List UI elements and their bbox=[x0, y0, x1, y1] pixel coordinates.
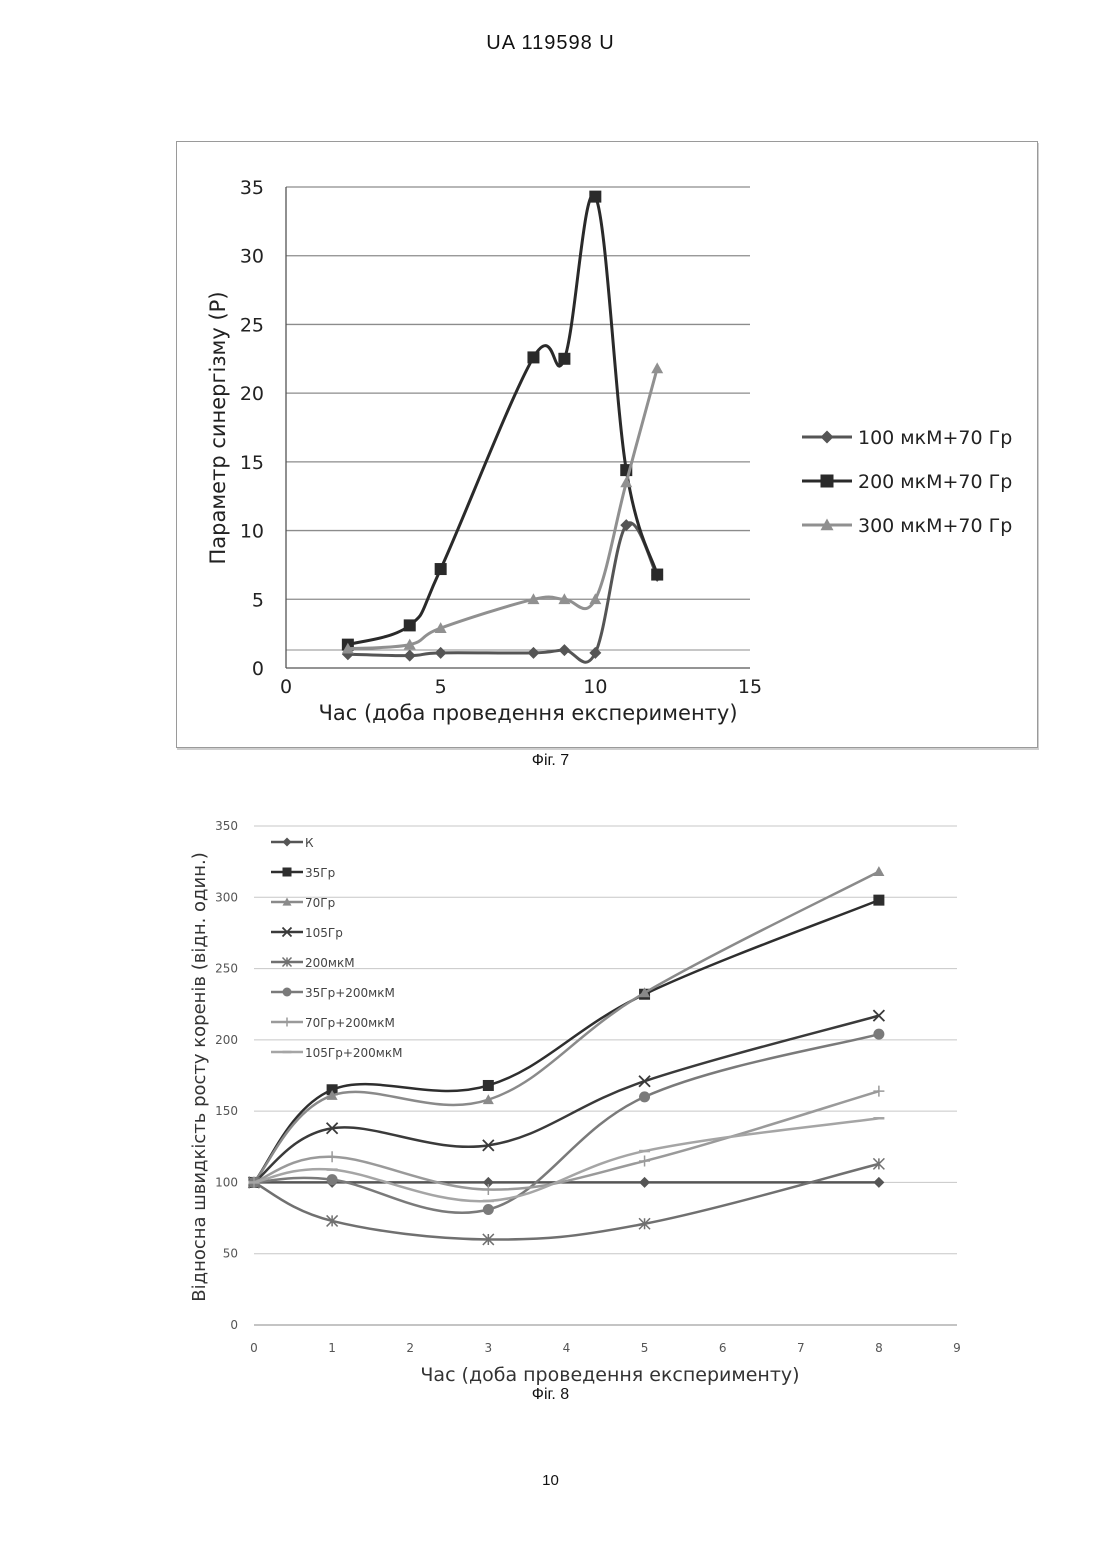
x-tick-label: 5 bbox=[641, 1341, 649, 1355]
y-tick-label: 0 bbox=[230, 1318, 238, 1332]
x-tick-label: 8 bbox=[875, 1341, 883, 1355]
y-tick-label: 50 bbox=[223, 1247, 238, 1261]
data-point bbox=[483, 1204, 494, 1215]
legend-label: 70Гр bbox=[305, 896, 335, 910]
data-point bbox=[483, 1080, 494, 1091]
legend-marker bbox=[283, 838, 292, 847]
x-tick-label: 9 bbox=[953, 1341, 961, 1355]
data-point bbox=[327, 1151, 338, 1162]
x-tick-label: 4 bbox=[563, 1341, 571, 1355]
y-axis-title: Відносна швидкість росту коренів (відн. … bbox=[189, 852, 210, 1301]
data-point bbox=[483, 1184, 494, 1195]
y-tick-label: 250 bbox=[215, 962, 238, 976]
legend-marker bbox=[283, 988, 292, 997]
legend-label: 35Гр+200мкМ bbox=[305, 986, 395, 1000]
figure-8-caption: Фіг. 8 bbox=[0, 1386, 1101, 1404]
legend-label: 200мкМ bbox=[305, 956, 355, 970]
data-point bbox=[639, 1091, 650, 1102]
series-1: К bbox=[249, 836, 885, 1188]
legend-label: 35Гр bbox=[305, 866, 335, 880]
y-tick-label: 300 bbox=[215, 890, 238, 904]
x-tick-label: 7 bbox=[797, 1341, 805, 1355]
data-point bbox=[873, 895, 884, 906]
x-axis-title: Час (доба проведення експерименту) bbox=[420, 1364, 799, 1386]
y-tick-label: 200 bbox=[215, 1033, 238, 1047]
page-number: 10 bbox=[0, 1472, 1101, 1489]
data-point bbox=[639, 1177, 650, 1188]
data-point bbox=[327, 1174, 338, 1185]
series-line bbox=[254, 1091, 879, 1189]
x-tick-label: 0 bbox=[250, 1341, 258, 1355]
series-line bbox=[254, 1034, 879, 1213]
legend-label: 105Гр+200мкМ bbox=[305, 1046, 402, 1060]
series-line bbox=[254, 1164, 879, 1240]
data-point bbox=[639, 1156, 650, 1167]
data-point bbox=[873, 1177, 884, 1188]
y-tick-label: 150 bbox=[215, 1104, 238, 1118]
data-point bbox=[873, 1086, 884, 1097]
x-tick-label: 1 bbox=[328, 1341, 336, 1355]
legend-label: К bbox=[305, 836, 314, 850]
y-tick-label: 100 bbox=[215, 1175, 238, 1189]
series-8: 105Гр+200мкМ bbox=[249, 1046, 885, 1201]
data-point bbox=[873, 1029, 884, 1040]
legend-marker bbox=[283, 1018, 292, 1027]
data-point bbox=[873, 866, 884, 876]
legend-marker bbox=[283, 868, 292, 877]
y-tick-label: 350 bbox=[215, 819, 238, 833]
x-tick-label: 3 bbox=[485, 1341, 493, 1355]
legend-label: 70Гр+200мкМ bbox=[305, 1016, 395, 1030]
legend-label: 105Гр bbox=[305, 926, 343, 940]
x-tick-label: 2 bbox=[406, 1341, 414, 1355]
x-tick-label: 6 bbox=[719, 1341, 727, 1355]
